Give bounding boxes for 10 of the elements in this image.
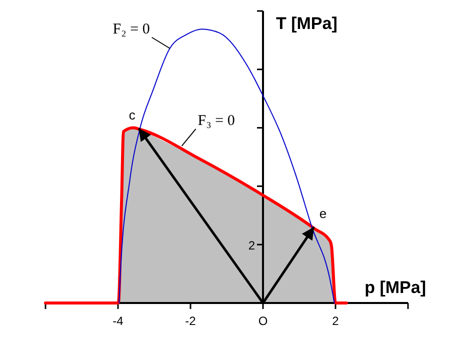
x-tick-label: -4 (112, 314, 124, 328)
annotation: c (128, 107, 136, 122)
annotation: F₃ = 0 (198, 112, 235, 129)
y-axis-title: T [MPa] (276, 14, 338, 33)
annotation: F₂ = 0 (112, 21, 150, 38)
x-tick-label: 2 (332, 314, 340, 328)
annotation: e (319, 206, 327, 221)
x-tick-label: O (258, 314, 268, 328)
x-tick-label: -2 (185, 314, 196, 328)
x-axis-title: p [MPa] (364, 278, 426, 297)
